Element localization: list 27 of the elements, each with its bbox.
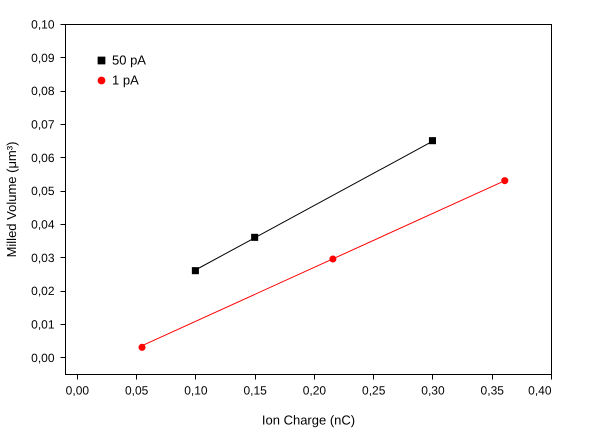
y-tick-label: 0,03 bbox=[31, 250, 55, 265]
x-axis-title: Ion Charge (nC) bbox=[262, 412, 356, 428]
x-tick-label: 0,25 bbox=[362, 384, 386, 398]
y-tick-label: 0,10 bbox=[31, 18, 55, 32]
x-tick-label: 0,05 bbox=[124, 384, 149, 398]
x-tick-label: 0,20 bbox=[302, 384, 326, 398]
y-tick-label: 0,07 bbox=[31, 118, 55, 132]
y-tick-label: 0,00 bbox=[31, 350, 55, 365]
y-tick-label: 0,09 bbox=[31, 50, 55, 65]
x-tick-label: 0,35 bbox=[480, 384, 504, 398]
x-tick-label: 0,15 bbox=[243, 384, 268, 398]
legend-label: 50 pA bbox=[112, 52, 146, 68]
y-tick-label: 0,06 bbox=[31, 150, 55, 165]
y-tick-label: 0,05 bbox=[31, 184, 55, 198]
point bbox=[192, 267, 199, 274]
point bbox=[138, 344, 146, 351]
y-tick-label: 0,01 bbox=[31, 318, 55, 332]
y-tick-label: 0,04 bbox=[31, 218, 55, 232]
point bbox=[428, 137, 436, 144]
x-tick-label: 0,40 bbox=[528, 384, 552, 398]
legend-label: 1 pA bbox=[112, 72, 140, 88]
y-axis-title: Milled Volume (μm³) bbox=[4, 142, 20, 258]
y-tick-label: 0,08 bbox=[31, 84, 55, 98]
x-tick-label: 0,30 bbox=[421, 384, 445, 398]
y-tick-label: 0,02 bbox=[31, 284, 55, 298]
x-tick-label: 0,00 bbox=[66, 384, 90, 398]
x-tick-label: 0,10 bbox=[184, 384, 208, 398]
